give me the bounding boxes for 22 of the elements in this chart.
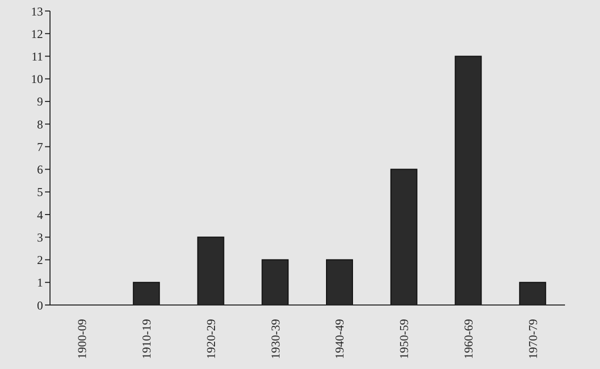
x-tick-label: 1970-79 <box>526 319 540 359</box>
y-tick-label: 10 <box>31 72 43 86</box>
x-tick-label: 1930-39 <box>268 319 282 359</box>
y-tick-label: 6 <box>37 162 43 177</box>
x-tick-label: 1900-09 <box>75 319 90 359</box>
x-tick-label: 1940-49 <box>332 319 347 359</box>
y-tick-label: 8 <box>37 117 43 132</box>
y-tick-label: 11 <box>31 49 43 64</box>
x-tick-label: 1950-59 <box>397 319 412 359</box>
y-tick-label: 12 <box>31 26 43 41</box>
y-tick-label: 4 <box>37 208 43 222</box>
y-tick-label: 1 <box>37 276 43 290</box>
y-tick-label: 13 <box>31 4 43 18</box>
y-tick-label: 7 <box>37 140 43 154</box>
y-tick-label: 5 <box>37 185 43 200</box>
y-tick-label: 2 <box>37 253 43 268</box>
x-tick-label: 1910-19 <box>140 319 154 359</box>
x-tick-label: 1960-69 <box>461 319 476 359</box>
x-tick-label: 1920-29 <box>204 319 218 359</box>
y-tick-label: 0 <box>37 298 43 312</box>
y-tick-label: 9 <box>37 94 43 109</box>
y-tick-label: 3 <box>37 230 43 244</box>
